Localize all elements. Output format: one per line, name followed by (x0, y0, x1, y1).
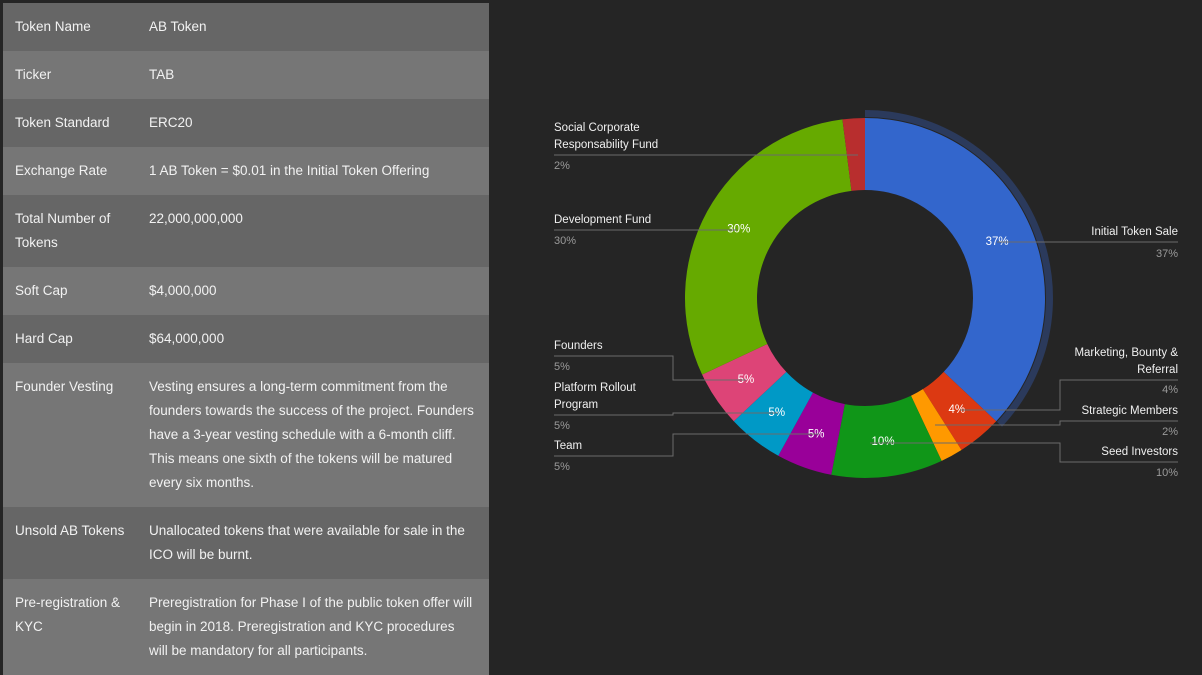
row-value: AB Token (149, 19, 207, 34)
legend-team-pct: 5% (554, 461, 570, 473)
table-row: Unsold AB Tokens Unallocated tokens that … (3, 507, 489, 579)
legend-marketing-label-1: Marketing, Bounty & (1074, 347, 1178, 359)
table-row: Total Number of Tokens 22,000,000,000 (3, 195, 489, 267)
table-row: Ticker TAB (3, 51, 489, 99)
leader-line-team (554, 433, 819, 457)
slice-initial-token-sale[interactable] (865, 118, 1045, 422)
row-value: $64,000,000 (149, 331, 225, 346)
legend-team-label: Team (554, 440, 582, 452)
row-value: TAB (149, 67, 175, 82)
legend-social-label-2: Responsability Fund (554, 139, 658, 151)
legend-initial-label: Initial Token Sale (1091, 226, 1178, 238)
legend-founders-pct: 5% (554, 361, 570, 373)
legend-initial-pct: 37% (1156, 248, 1178, 260)
legend-platform-pct: 5% (554, 420, 570, 432)
row-key: Founder Vesting (15, 379, 114, 394)
token-details-table: Token Name AB Token Ticker TAB Token Stand… (3, 3, 489, 675)
row-key: Exchange Rate (15, 163, 108, 178)
row-value: 22,000,000,000 (149, 211, 243, 226)
row-value: $4,000,000 (149, 283, 217, 298)
row-key: Token Standard (15, 115, 110, 130)
legend-platform-label-1: Platform Rollout (554, 382, 637, 394)
slice-platform-rollout-program[interactable] (733, 371, 813, 456)
table-row: Token Name AB Token (3, 3, 489, 51)
legend-seed-label: Seed Investors (1101, 446, 1178, 458)
leader-line-platform (554, 412, 778, 416)
slice-marketing-bounty-referral[interactable] (922, 371, 997, 450)
slice-label-development-fund: 30% (727, 224, 750, 236)
slice-seed-investors[interactable] (831, 395, 942, 478)
row-key: Token Name (15, 19, 91, 34)
leader-line-strategic (935, 420, 1178, 426)
row-key: Pre-registration & KYC (15, 595, 121, 634)
table-row: Soft Cap $4,000,000 (3, 267, 489, 315)
legend-founders-label: Founders (554, 340, 603, 352)
table-row: Hard Cap $64,000,000 (3, 315, 489, 363)
row-value: Preregistration for Phase I of the publi… (149, 595, 473, 658)
row-key: Ticker (15, 67, 52, 82)
legend-platform-label-2: Program (554, 399, 598, 411)
table-row: Pre-registration & KYC Preregistration fo… (3, 579, 489, 675)
leader-line-founders (554, 355, 746, 381)
row-value: Unallocated tokens that were available f… (149, 523, 465, 562)
legend-dev-pct: 30% (554, 235, 576, 247)
row-key: Total Number of Tokens (15, 211, 111, 250)
slice-label-marketing-bounty-referral: 4% (948, 404, 965, 416)
legend-marketing-label-2: Referral (1137, 364, 1178, 376)
row-value: ERC20 (149, 115, 193, 130)
table-row: Founder Vesting Vesting ensures a long-te… (3, 363, 489, 507)
row-value: 1 AB Token = $0.01 in the Initial Token … (149, 163, 430, 178)
legend-marketing-pct: 4% (1162, 384, 1178, 396)
token-distribution-donut-chart: 37% 4% 10% 5% 5% 5% 30% Social Corporate Respo… (554, 110, 1178, 479)
leader-line-seed (870, 442, 1178, 463)
legend-seed-pct: 10% (1156, 467, 1178, 479)
slice-founders[interactable] (702, 343, 787, 422)
row-key: Soft Cap (15, 283, 68, 298)
table-row: Token Standard ERC20 (3, 99, 489, 147)
slice-social-corporate-responsability-fund[interactable] (842, 118, 865, 191)
legend-strategic-label: Strategic Members (1081, 405, 1178, 417)
leader-line-marketing (960, 379, 1178, 411)
row-key: Hard Cap (15, 331, 73, 346)
row-key: Unsold AB Tokens (15, 523, 125, 538)
legend-labels: Social Corporate Responsability Fund 2% … (554, 122, 1178, 479)
table-row: Exchange Rate 1 AB Token = $0.01 in the I… (3, 147, 489, 195)
slice-development-fund[interactable] (685, 119, 852, 375)
slice-label-seed-investors: 10% (872, 436, 895, 448)
row-value: Vesting ensures a long-term commitment f… (149, 379, 474, 490)
legend-social-pct: 2% (554, 160, 570, 172)
legend-social-label-1: Social Corporate (554, 122, 640, 134)
legend-dev-label: Development Fund (554, 214, 651, 226)
legend-strategic-pct: 2% (1162, 426, 1178, 438)
